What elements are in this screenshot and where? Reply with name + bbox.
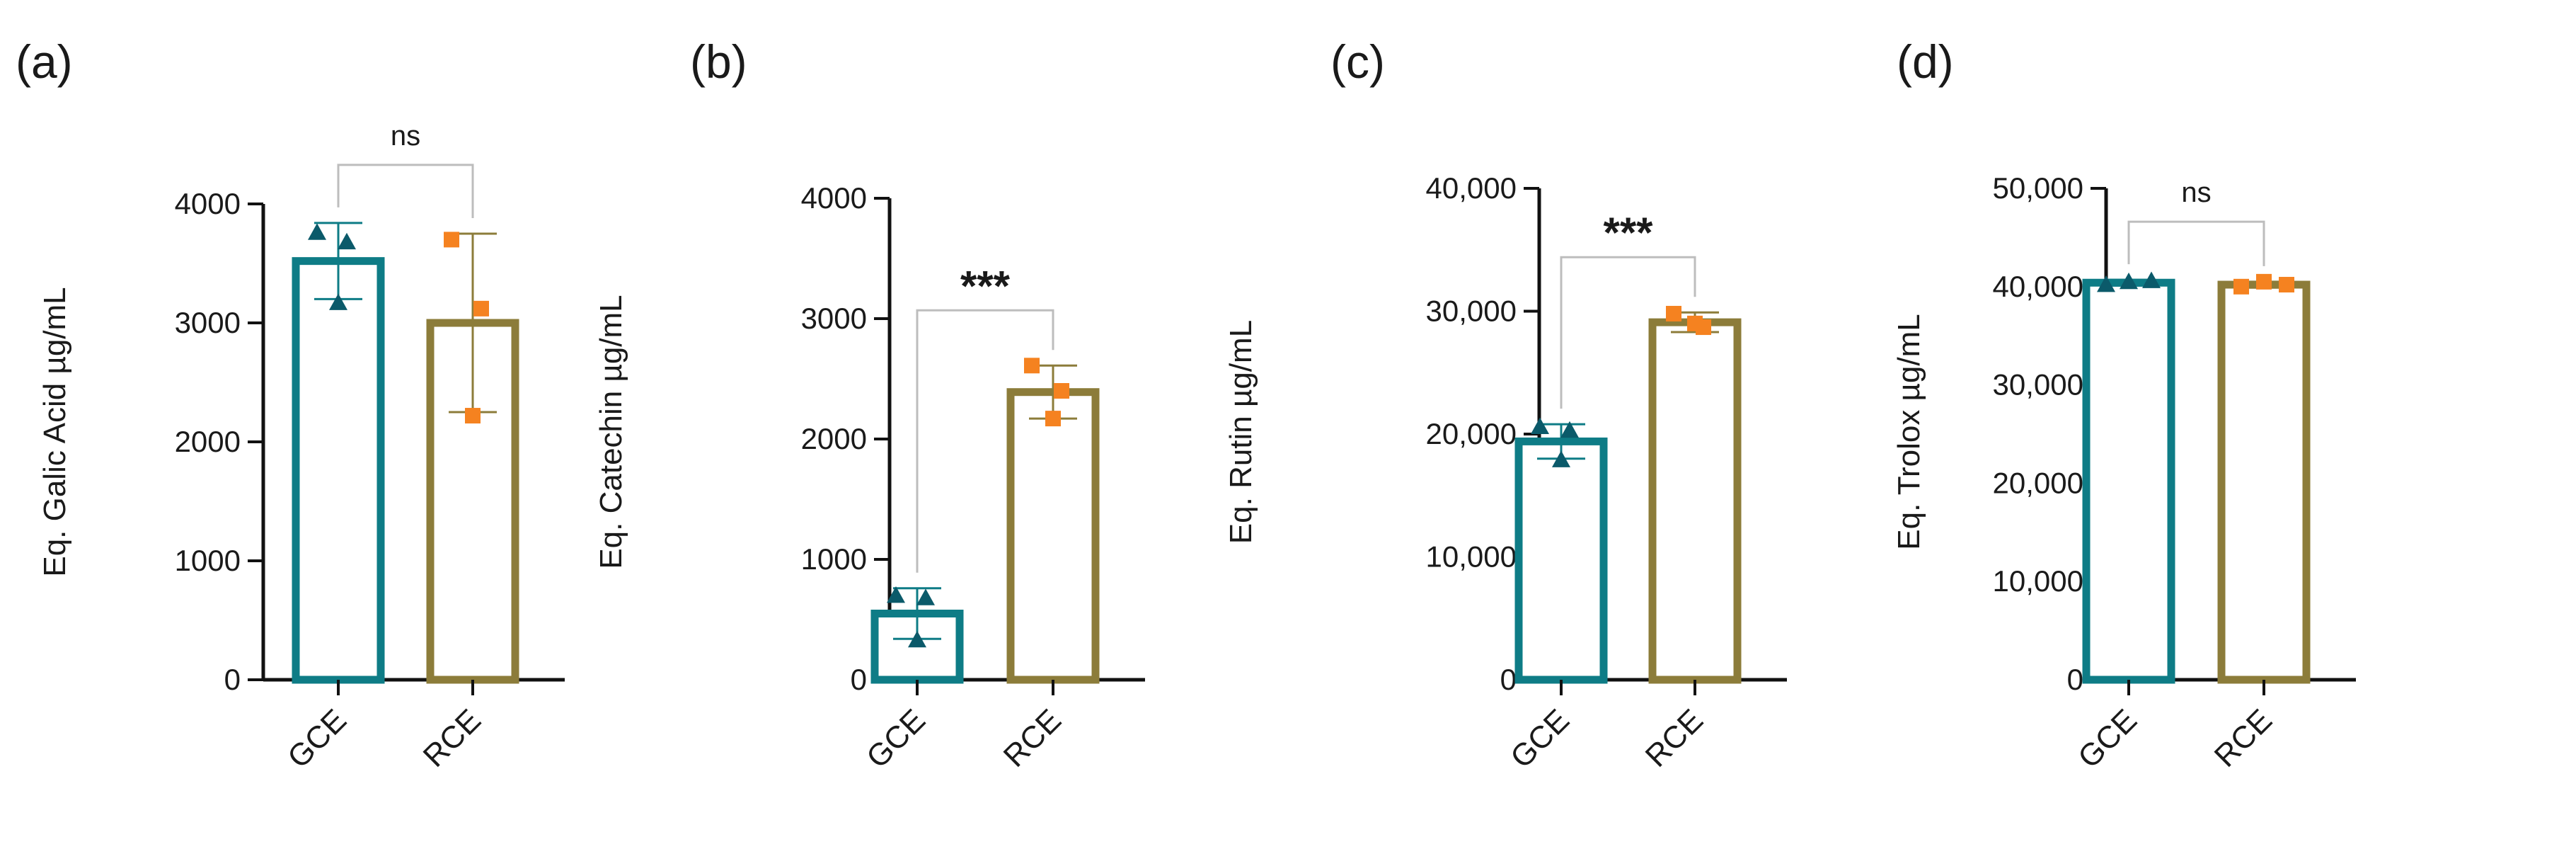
- bar-gce: [2082, 278, 2175, 684]
- significance-label: ***: [1603, 209, 1653, 256]
- x-tick-label: RCE: [2208, 702, 2279, 773]
- data-point-gce: [308, 223, 326, 240]
- x-tick-label: GCE: [2071, 702, 2144, 775]
- x-tick-label: RCE: [417, 702, 488, 773]
- y-tick-label: 1000: [801, 542, 867, 576]
- data-point-rce: [444, 232, 459, 248]
- panel-label: (d): [1897, 35, 1954, 88]
- y-tick-label: 40,000: [1993, 270, 2083, 303]
- data-point-gce: [887, 586, 905, 603]
- significance-label: ns: [2181, 177, 2211, 208]
- bar-rce: [1006, 388, 1100, 684]
- y-axis-title: Eq. Catechin µg/mL: [594, 295, 628, 569]
- x-tick-label: GCE: [860, 702, 932, 775]
- data-point-gce: [2142, 271, 2161, 288]
- data-point-gce: [1552, 450, 1570, 467]
- panel-1: (b) 0 1000 2000 3000 4000 Eq. Catechin µg/mL GC…: [594, 35, 1145, 775]
- y-tick-label: 4000: [801, 181, 867, 215]
- data-point-gce: [338, 232, 356, 250]
- data-point-rce: [465, 408, 481, 424]
- y-tick-label: 20,000: [1993, 466, 2083, 499]
- y-axis-title: Eq. Trolox µg/mL: [1892, 314, 1926, 549]
- significance-bracket: [2127, 220, 2265, 266]
- y-tick-label: 10,000: [1426, 540, 1517, 574]
- y-tick-label: 30,000: [1426, 295, 1517, 328]
- data-point-gce: [2120, 272, 2138, 290]
- significance-bracket: [916, 309, 1054, 573]
- data-point-gce: [908, 630, 926, 648]
- panel-label: (c): [1330, 35, 1385, 88]
- data-point-rce: [1024, 358, 1040, 374]
- y-tick-label: 2000: [801, 422, 867, 455]
- data-point-gce: [916, 588, 935, 605]
- panel-0: (a) 0 1000 2000 3000 4000 Eq. Galic Acid µg/mL…: [16, 35, 565, 775]
- significance-bracket: [1560, 256, 1696, 409]
- y-tick-label: 3000: [175, 306, 241, 339]
- y-tick-label: 10,000: [1993, 564, 2083, 598]
- y-tick-label: 0: [224, 663, 241, 696]
- data-point-rce: [1666, 305, 1681, 321]
- y-tick-label: 30,000: [1993, 368, 2083, 401]
- y-tick-label: 4000: [175, 187, 241, 220]
- bar-gce: [292, 257, 385, 684]
- data-point-gce: [1531, 417, 1549, 434]
- data-point-rce: [473, 300, 489, 317]
- y-tick-label: 40,000: [1426, 171, 1517, 205]
- y-tick-label: 0: [1500, 663, 1517, 696]
- data-point-gce: [329, 293, 347, 310]
- panel-label: (b): [690, 35, 747, 88]
- x-tick-label: GCE: [1504, 702, 1576, 775]
- bar-gce: [1514, 437, 1608, 684]
- significance-bracket: [337, 164, 474, 218]
- bar-rce: [1648, 318, 1742, 684]
- y-tick-label: 3000: [801, 302, 867, 335]
- y-tick-label: 0: [2067, 663, 2083, 696]
- data-point-rce: [1687, 315, 1703, 331]
- data-point-rce: [2279, 277, 2294, 293]
- y-tick-label: 2000: [175, 425, 241, 458]
- x-tick-label: RCE: [1639, 702, 1710, 773]
- data-point-rce: [2256, 273, 2272, 290]
- panel-label: (a): [16, 35, 73, 88]
- panel-2: (c) 0 10,000 20,000 30,000 40,000 Eq. Rutin µg…: [1224, 35, 1787, 775]
- y-tick-label: 20,000: [1426, 417, 1517, 450]
- data-point-gce: [2097, 275, 2115, 292]
- bar-rce: [2217, 280, 2311, 684]
- x-tick-label: GCE: [281, 702, 353, 775]
- y-axis-title: Eq. Rutin µg/mL: [1224, 320, 1258, 544]
- y-axis-title: Eq. Galic Acid µg/mL: [38, 287, 72, 576]
- panel-3: (d) 0 10,000 20,000 30,000 40,000 50,000 Eq. Tr…: [1892, 35, 2356, 775]
- data-point-rce: [1054, 383, 1069, 399]
- data-point-rce: [2233, 278, 2249, 295]
- data-point-rce: [1045, 411, 1061, 427]
- y-tick-label: 1000: [175, 544, 241, 577]
- y-tick-label: 0: [851, 663, 867, 696]
- data-point-gce: [1560, 421, 1579, 438]
- significance-label: ***: [960, 262, 1011, 309]
- x-tick-label: RCE: [997, 702, 1068, 773]
- significance-label: ns: [391, 120, 420, 152]
- y-tick-label: 50,000: [1993, 171, 2083, 205]
